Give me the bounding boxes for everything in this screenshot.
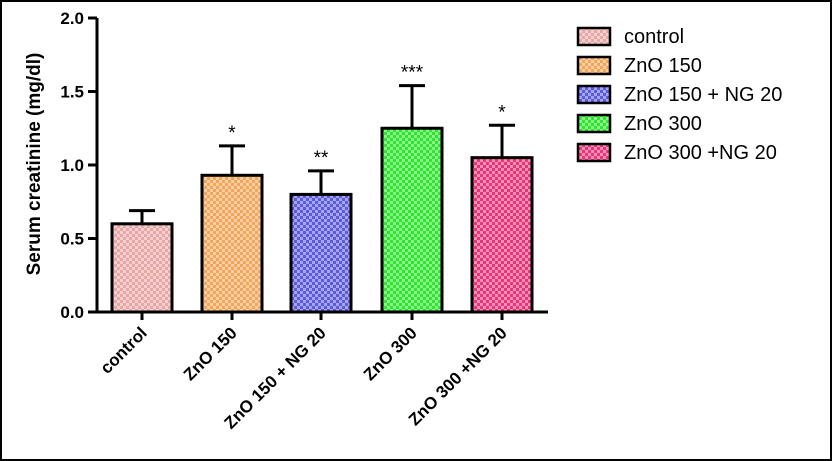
bar-zno-300 bbox=[380, 126, 444, 314]
y-axis: 0.0 0.5 1.0 1.5 2.0 bbox=[60, 9, 99, 322]
significance-label: * bbox=[228, 123, 236, 144]
legend-swatch bbox=[576, 26, 612, 47]
significance-label: ** bbox=[314, 148, 329, 169]
bar-zno-150-ng-20 bbox=[289, 192, 353, 314]
significance-label: *** bbox=[401, 63, 424, 84]
legend-swatch bbox=[576, 84, 612, 105]
legend-label: ZnO 150 bbox=[624, 55, 702, 77]
y-tick-label: 2.0 bbox=[60, 9, 84, 28]
x-category-label: ZnO 300 bbox=[360, 323, 421, 384]
bar-control bbox=[110, 222, 174, 314]
legend-label: ZnO 150 + NG 20 bbox=[624, 84, 782, 106]
significance-label: * bbox=[498, 102, 506, 123]
legend-label: ZnO 300 bbox=[624, 113, 702, 135]
legend-label: control bbox=[624, 26, 684, 48]
x-category-label: control bbox=[97, 323, 151, 377]
bar-zno-150 bbox=[200, 173, 264, 314]
x-category-label: ZnO 150 bbox=[180, 323, 241, 384]
y-tick-label: 0.5 bbox=[60, 230, 84, 249]
y-tick-label: 0.0 bbox=[60, 303, 84, 322]
bars: ******* bbox=[110, 63, 534, 314]
y-axis-title: Serum creatinine (mg/dl) bbox=[24, 53, 45, 276]
legend-swatch bbox=[576, 142, 612, 163]
legend: control ZnO 150 ZnO 150 + NG 20 ZnO 300 ZnO … bbox=[576, 26, 782, 164]
legend-swatch bbox=[576, 113, 612, 134]
bar-zno-300-ng-20 bbox=[470, 156, 534, 314]
legend-label: ZnO 300 +NG 20 bbox=[624, 142, 777, 164]
x-category-label: ZnO 300 +NG 20 bbox=[405, 323, 511, 429]
y-tick-label: 1.0 bbox=[60, 156, 84, 175]
y-tick-label: 1.5 bbox=[60, 83, 84, 102]
legend-swatch bbox=[576, 55, 612, 76]
